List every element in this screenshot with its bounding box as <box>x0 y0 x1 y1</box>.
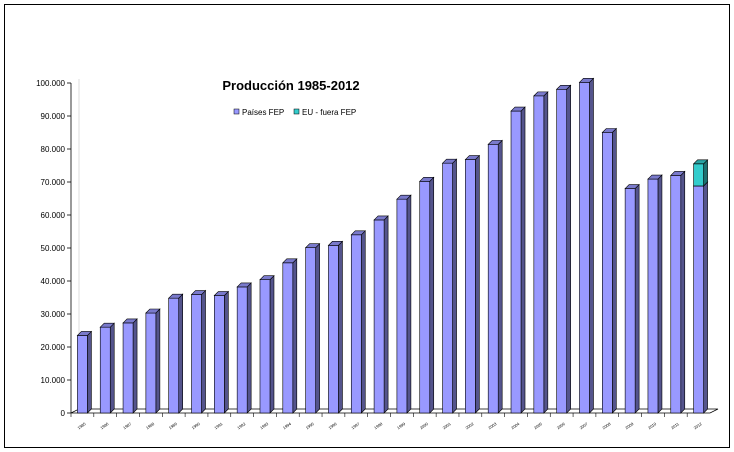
chart-frame: 0 10.000 20.000 30.000 40.000 50.000 60.000 70.… <box>4 4 730 448</box>
bar-2006-paises-fep <box>555 84 572 414</box>
x-tick-label: 1992 <box>236 421 247 431</box>
bar-2008-paises-fep <box>601 127 618 414</box>
x-tick-label: 1991 <box>213 421 224 431</box>
y-tick-label: 80.000 <box>41 145 66 154</box>
x-tick-label: 2008 <box>601 421 612 431</box>
bar-1998-paises-fep <box>373 215 389 414</box>
bar-1988-paises-fep <box>145 308 161 414</box>
x-tick-label: 2001 <box>442 421 453 431</box>
legend-label-paises-fep: Países FEP <box>242 108 284 117</box>
bar-1990-paises-fep <box>190 289 207 414</box>
x-tick-label: 1993 <box>259 421 270 431</box>
y-tick-label: 30.000 <box>41 310 66 319</box>
x-tick-label: 1986 <box>99 421 110 431</box>
bar-1999-paises-fep <box>396 194 412 414</box>
x-tick-label: 1995 <box>305 421 316 431</box>
x-tick-label: 2002 <box>464 421 475 431</box>
bar-1997-paises-fep <box>350 230 366 414</box>
production-chart: 0 10.000 20.000 30.000 40.000 50.000 60.000 70.… <box>36 77 719 431</box>
bar-2005-paises-fep <box>533 91 549 414</box>
x-tick-label: 1997 <box>350 421 361 431</box>
y-tick-label: 0 <box>61 409 66 418</box>
y-tick-label: 20.000 <box>41 343 66 352</box>
x-tick-label: 2007 <box>579 421 590 431</box>
bar-2009-paises-fep <box>624 183 640 414</box>
x-tick-label: 1994 <box>282 421 293 431</box>
x-tick-label: 2006 <box>556 421 567 431</box>
x-tick-label: 1987 <box>122 421 133 431</box>
x-tick-label: 2012 <box>693 421 704 431</box>
bar-2010-paises-fep <box>647 174 663 414</box>
bar-1995-paises-fep <box>304 242 321 414</box>
y-tick-label: 10.000 <box>41 376 66 385</box>
bar-2003-paises-fep <box>487 139 503 414</box>
chart-floor <box>70 408 719 414</box>
bar-1996-paises-fep <box>327 240 344 414</box>
x-tick-label: 2003 <box>487 421 498 431</box>
x-tick-label: 1988 <box>145 421 156 431</box>
y-tick-label: 40.000 <box>41 277 66 286</box>
bar-1987-paises-fep <box>122 318 138 414</box>
x-tick-label: 2009 <box>624 421 635 431</box>
legend-label-eu-fuera-fep: EU - fuera FEP <box>302 108 356 117</box>
legend-swatch-eu-fuera-fep <box>293 108 300 115</box>
x-tick-label: 1998 <box>373 421 384 431</box>
x-tick-label: 1985 <box>76 421 87 431</box>
y-tick-label: 60.000 <box>41 211 66 220</box>
bar-2004-paises-fep <box>510 106 526 414</box>
bar-1994-paises-fep <box>282 258 298 414</box>
x-tick-label: 2005 <box>533 421 544 431</box>
y-tick-label: 100.000 <box>36 79 65 88</box>
bar-2007-paises-fep <box>578 77 595 414</box>
y-tick-label: 50.000 <box>41 244 66 253</box>
bar-1989-paises-fep <box>167 293 184 414</box>
x-tick-label: 1999 <box>396 421 407 431</box>
x-tick-label: 2010 <box>647 421 658 431</box>
bar-2001-paises-fep <box>441 158 458 414</box>
bar-1992-paises-fep <box>236 282 252 414</box>
x-tick-label: 1989 <box>168 421 179 431</box>
x-tick-label: 2011 <box>670 421 681 430</box>
bar-1991-paises-fep <box>213 290 230 414</box>
bar-1993-paises-fep <box>259 274 275 414</box>
x-tick-label: 2000 <box>419 421 430 431</box>
bar-2002-paises-fep <box>464 154 481 414</box>
legend-swatch-paises-fep <box>233 108 240 115</box>
bar-2012-eu-fuera-fep <box>692 159 709 187</box>
x-tick-label: 1990 <box>191 421 202 431</box>
bar-2012-paises-fep <box>692 181 709 414</box>
y-tick-label: 70.000 <box>41 178 66 187</box>
bar-1985-paises-fep <box>76 330 93 414</box>
bar-2000-paises-fep <box>419 176 435 414</box>
bar-2011-paises-fep <box>670 170 686 414</box>
chart-title: Producción 1985-2012 <box>222 78 359 93</box>
x-tick-label: 1996 <box>328 421 339 431</box>
legend: Países FEP EU - fuera FEP <box>233 108 356 117</box>
y-tick-label: 90.000 <box>41 112 66 121</box>
x-tick-label: 2004 <box>510 421 521 431</box>
bar-1986-paises-fep <box>99 322 115 414</box>
